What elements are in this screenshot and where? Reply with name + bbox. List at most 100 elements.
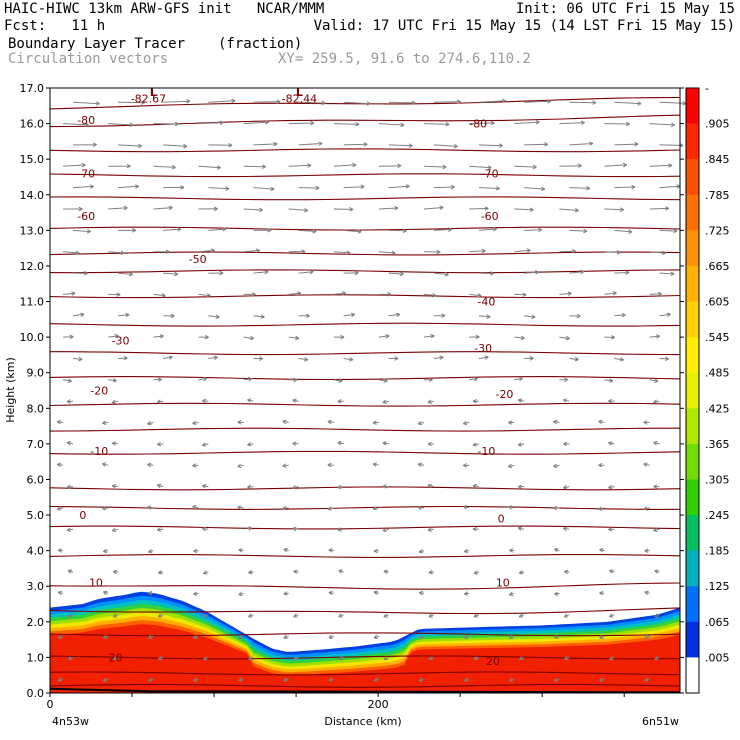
circulation-vector: [288, 163, 312, 168]
circulation-vector: [608, 484, 615, 490]
circulation-vector: [562, 398, 570, 403]
circulation-vector: [517, 398, 525, 403]
circulation-vector: [373, 590, 380, 595]
contour-label: -20: [90, 385, 108, 398]
circulation-vector: [604, 162, 628, 168]
circulation-vector: [659, 100, 687, 106]
circulation-vector: [243, 120, 270, 125]
circulation-vector: [243, 292, 256, 297]
circulation-vector: [67, 569, 74, 574]
circulation-vector: [383, 656, 389, 661]
circulation-vector: [614, 229, 633, 234]
circulation-vector: [192, 420, 199, 426]
colorbar-swatch: [686, 230, 699, 267]
circulation-vector: [193, 634, 199, 639]
circulation-vector: [649, 291, 662, 297]
circulation-vector: [63, 378, 72, 383]
colorbar-label: .785: [705, 189, 730, 202]
circulation-vector: [469, 120, 495, 126]
circulation-vector: [469, 248, 486, 254]
circulation-vector: [469, 165, 492, 170]
circulation-vector: [293, 656, 299, 661]
contour-label: -60: [481, 210, 499, 223]
circulation-vector: [554, 547, 560, 553]
circulation-vector: [56, 462, 64, 468]
circulation-vector: [604, 291, 617, 296]
circulation-vector: [514, 335, 525, 341]
circulation-vector: [614, 141, 639, 147]
temperature-contour-1: [49, 671, 681, 676]
circulation-vector: [418, 549, 425, 554]
circulation-vector: [559, 248, 576, 254]
circulation-vector: [192, 463, 199, 468]
circulation-vector: [148, 634, 154, 639]
circulation-vector: [192, 505, 199, 510]
circulation-vector: [293, 613, 299, 618]
circulation-vector: [418, 590, 425, 596]
circulation-vector: [208, 186, 230, 191]
circulation-vector: [243, 164, 267, 169]
circulation-vector: [102, 634, 109, 639]
field-name: Boundary Layer Tracer: [8, 36, 186, 52]
circulation-vector: [63, 334, 74, 340]
circulation-vector: [463, 677, 470, 682]
circulation-vector: [298, 269, 314, 275]
circulation-vector: [473, 570, 480, 575]
circulation-vector: [118, 143, 143, 149]
circulation-vector: [153, 121, 179, 127]
circulation-vector: [649, 250, 667, 256]
circulation-vector: [418, 677, 425, 682]
colorbar-swatch: [686, 337, 699, 374]
y-tick-label: 2.0: [27, 616, 45, 629]
circulation-vector: [382, 441, 389, 446]
temperature-contour-19: [49, 226, 681, 231]
circulation-vector: [208, 143, 233, 148]
circulation-vector: [514, 376, 523, 382]
circulation-vector: [554, 591, 560, 596]
circulation-vector: [559, 377, 569, 382]
circulation-vector: [554, 677, 560, 682]
circulation-vector: [644, 634, 650, 639]
temperature-contour-3: [49, 632, 681, 637]
colorbar-label: .185: [705, 545, 730, 558]
circulation-vector: [518, 570, 525, 575]
circulation-vector: [569, 269, 585, 275]
circulation-vector: [288, 207, 309, 213]
circulation-vector: [57, 590, 64, 596]
contour-label: -82.44: [282, 93, 317, 106]
colorbar-swatch: [686, 301, 699, 338]
temperature-contour-23: [49, 114, 681, 128]
circulation-vector: [463, 548, 470, 554]
colorbar-swatch: [686, 123, 699, 160]
circulation-vector: [614, 357, 624, 362]
circulation-vector: [388, 100, 416, 106]
circulation-vector: [153, 249, 170, 254]
circulation-vector: [518, 656, 525, 661]
circulation-vector: [388, 143, 413, 148]
circulation-vector: [653, 399, 660, 404]
circulation-vector: [248, 569, 254, 575]
circulation-vector: [417, 462, 425, 467]
circulation-vector: [148, 677, 154, 682]
circulation-vector: [563, 613, 570, 618]
circulation-vector: [509, 548, 515, 553]
circulation-vector: [343, 270, 359, 276]
circulation-vector: [253, 186, 275, 192]
circulation-vector: [147, 505, 154, 510]
circulation-vector: [147, 421, 154, 426]
circulation-vector: [569, 228, 588, 234]
circulation-vector: [472, 398, 479, 404]
circulation-vector: [108, 378, 117, 383]
circulation-vector: [333, 162, 357, 168]
circulation-vector: [288, 377, 298, 383]
circulation-vector: [514, 248, 531, 253]
circulation-vector: [469, 293, 482, 298]
contour-label: -30: [112, 335, 130, 348]
circulation-vector: [659, 228, 678, 234]
low-marker: L: [296, 86, 303, 99]
circulation-vector: [72, 229, 91, 234]
circulation-vector: [478, 226, 498, 232]
circulation-vector: [198, 206, 218, 212]
circulation-vector: [72, 184, 94, 189]
circulation-vector: [118, 228, 137, 233]
